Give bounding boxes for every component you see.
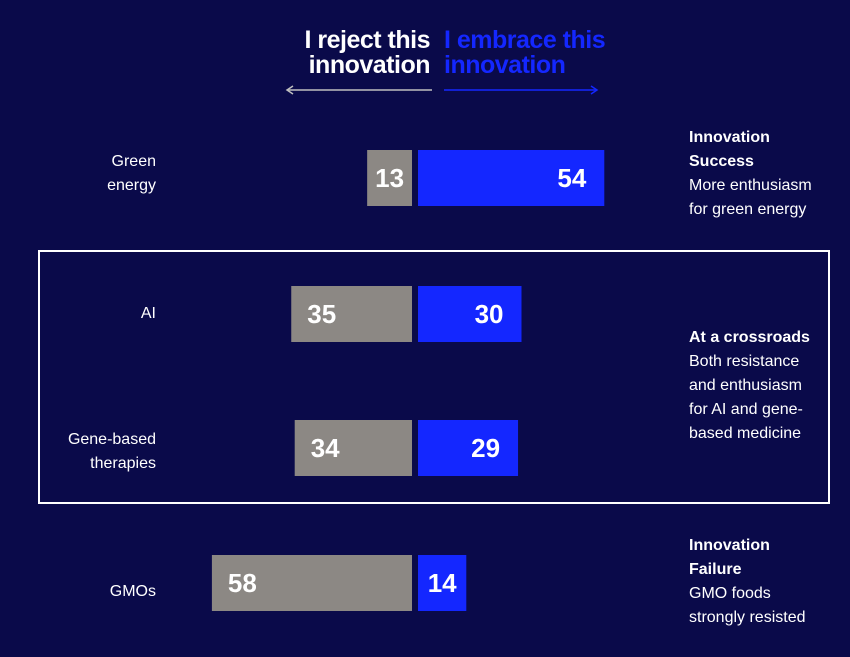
right-arrow-icon bbox=[444, 85, 599, 95]
crossroads-highlight-box bbox=[38, 250, 830, 504]
header-embrace-label: I embrace this innovation bbox=[444, 28, 634, 78]
reject-bar-green-energy bbox=[367, 150, 412, 206]
annotation-description: Both resistance and enthusiasm for AI an… bbox=[689, 353, 803, 442]
annotation-description: GMO foods strongly resisted bbox=[689, 585, 806, 626]
reject-value-label-gene-therapies: 34 bbox=[311, 433, 340, 463]
reject-value-label-ai: 35 bbox=[307, 299, 336, 329]
category-label-gmos: GMOs bbox=[110, 580, 156, 604]
header-embrace-text: I embrace this innovation bbox=[444, 26, 606, 79]
category-text: AI bbox=[140, 305, 156, 322]
embrace-bar-gmos bbox=[418, 555, 467, 611]
category-label-ai: AI bbox=[141, 302, 156, 326]
header-reject-text: I reject this innovation bbox=[304, 26, 431, 79]
category-label-green-energy: Green energy bbox=[96, 150, 156, 198]
annotation-description: More enthusiasm for green energy bbox=[689, 177, 812, 218]
category-text: GMOs bbox=[109, 583, 156, 600]
embrace-value-label-gmos: 14 bbox=[428, 568, 457, 598]
annotation-title: At a crossroads bbox=[689, 329, 810, 346]
embrace-bar-green-energy bbox=[418, 150, 605, 206]
category-label-gene-therapies: Gene-based therapies bbox=[46, 428, 156, 476]
reject-bar-gene-therapies bbox=[294, 420, 412, 476]
reject-bar-gmos bbox=[211, 555, 412, 611]
embrace-value-label-green-energy: 54 bbox=[557, 163, 586, 193]
annotation-innovation-failure: Innovation Failure GMO foods strongly re… bbox=[689, 534, 824, 630]
annotation-title: Innovation Success bbox=[689, 129, 770, 170]
header-reject-label: I reject this innovation bbox=[280, 26, 431, 79]
embrace-bar-gene-therapies bbox=[418, 420, 519, 476]
embrace-value-label-ai: 30 bbox=[475, 299, 504, 329]
reject-value-label-green-energy: 13 bbox=[375, 163, 404, 193]
annotation-title: Innovation Failure bbox=[689, 537, 770, 578]
category-text: Gene-based therapies bbox=[67, 431, 156, 472]
category-text: Green energy bbox=[107, 153, 156, 194]
embrace-value-label-gene-therapies: 29 bbox=[471, 433, 500, 463]
left-arrow-icon bbox=[285, 85, 432, 95]
annotation-innovation-success: Innovation Success More enthusiasm for g… bbox=[689, 126, 829, 222]
reject-bar-ai bbox=[291, 286, 412, 342]
annotation-crossroads: At a crossroads Both resistance and enth… bbox=[689, 326, 824, 446]
embrace-bar-ai bbox=[418, 286, 522, 342]
reject-value-label-gmos: 58 bbox=[228, 568, 257, 598]
